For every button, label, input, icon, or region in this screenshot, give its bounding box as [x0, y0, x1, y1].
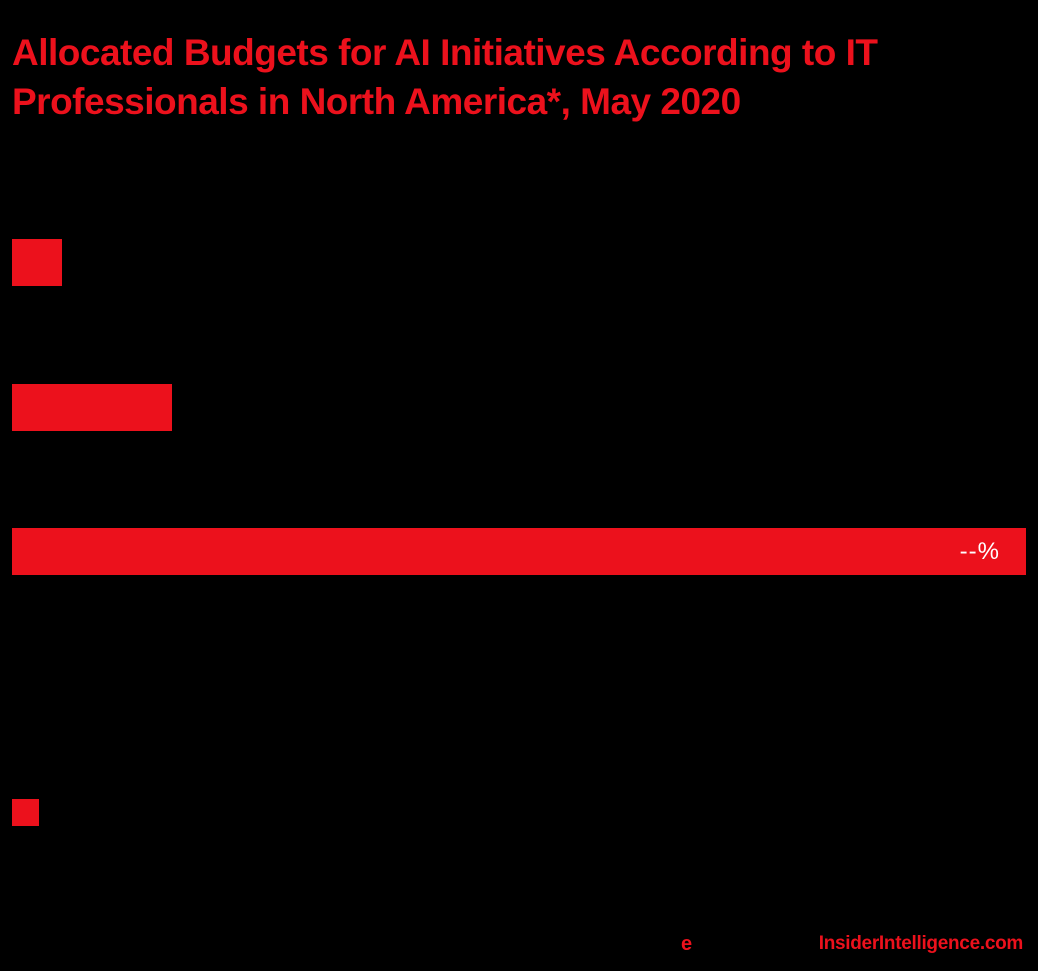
source-site-link[interactable]: InsiderIntelligence.com — [818, 933, 1024, 954]
bar — [12, 799, 39, 826]
bar-value-label: --% — [959, 537, 1000, 565]
chart-title: Allocated Budgets for AI Initiatives Acc… — [12, 32, 878, 122]
emarketer-logo-icon: e — [681, 933, 693, 955]
bar — [12, 384, 172, 431]
footer: e InsiderIntelligence.com — [0, 933, 1038, 957]
bar: --% — [12, 528, 1026, 575]
bar — [12, 239, 62, 286]
